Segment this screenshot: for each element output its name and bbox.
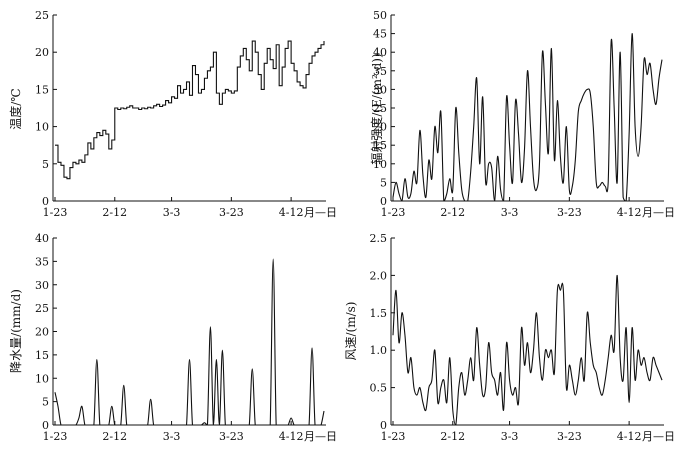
temperature-x-tick-label: 2-12: [102, 206, 127, 219]
precipitation-y-tick-label: 25: [35, 302, 49, 315]
radiation-y-tick-label: 25: [373, 102, 387, 115]
precipitation-x-unit: 月—日: [304, 430, 337, 443]
temperature-x-tick-label: 4-12: [279, 206, 304, 219]
wind-y-tick-label: 2.0: [370, 269, 388, 282]
panel-temperature: 温度/℃ 0 5 10 15 20 25 1-23 2-12 3-3 3-23 4-12 月—日: [8, 9, 337, 219]
radiation-y-tick-label: 35: [373, 65, 387, 78]
temperature-y-tick-label: 15: [35, 83, 49, 96]
precipitation-line: [54, 258, 325, 426]
wind-x-tick-label: 3-23: [557, 430, 582, 443]
radiation-y-tick-label: 5: [380, 176, 387, 189]
precipitation-y-title: 降水量/(mm/d): [9, 289, 23, 373]
radiation-x-tick-label: 2-12: [440, 206, 465, 219]
wind-x-tick-label: 3-3: [501, 430, 519, 443]
wind-y-tick-label: 0: [380, 419, 387, 432]
precipitation-x-tick-label: 1-23: [43, 430, 68, 443]
wind-y-tick-label: 1.0: [370, 344, 388, 357]
precipitation-x-tick-label: 2-12: [102, 430, 127, 443]
radiation-y-tick-label: 15: [373, 139, 387, 152]
precipitation-x-tick-label: 3-23: [219, 430, 244, 443]
radiation-y-tick-label: 30: [373, 83, 387, 96]
wind-y-title: 风速/(m/s): [344, 302, 358, 361]
wind-y-tick-label: 2.5: [370, 232, 388, 245]
precipitation-y-tick-label: 30: [35, 279, 49, 292]
temperature-y-title: 温度/℃: [8, 88, 23, 129]
temperature-y-tick-label: 5: [42, 158, 49, 171]
radiation-y-label: 辐射强度/(E/(m²·d)): [369, 53, 384, 164]
temperature-y-tick-label: 25: [35, 9, 49, 22]
wind-y-tick-label: 1.5: [370, 307, 388, 320]
panel-wind: 风速/(m/s) 0 0.5 1.0 1.5 2.0 2.5 1-23 2-12 3-3 3-2…: [344, 232, 675, 443]
wind-x-tick-label: 1-23: [381, 430, 406, 443]
wind-y-tick-label: 0.5: [370, 382, 388, 395]
temperature-x-tick-label: 3-3: [163, 206, 181, 219]
temperature-y-tick-label: 0: [42, 195, 49, 208]
wind-y-label: 风速/(m/s): [344, 302, 358, 361]
temperature-y-tick-label: 20: [35, 46, 49, 59]
temperature-y-ticks: 0 5 10 15 20 25: [35, 9, 57, 208]
wind-x-unit: 月—日: [642, 430, 675, 443]
precipitation-y-tick-label: 40: [35, 232, 49, 245]
precipitation-y-tick-label: 15: [35, 349, 49, 362]
radiation-x-tick-label: 3-3: [501, 206, 519, 219]
wind-line: [392, 274, 663, 426]
temperature-axes: [52, 15, 326, 202]
radiation-y-tick-label: 10: [373, 158, 387, 171]
radiation-y-tick-label: 20: [373, 121, 387, 134]
radiation-y-ticks: 0 5 10 15 20 25 30 35 40 45 50: [373, 9, 395, 208]
temperature-y-label: 温度/℃: [8, 88, 23, 129]
panel-radiation: 辐射强度/(E/(m²·d)) 0 5 10 15 20 25 30 35 40 45 50 1-2…: [369, 9, 675, 219]
radiation-x-unit: 月—日: [642, 206, 675, 219]
radiation-y-tick-label: 0: [380, 195, 387, 208]
radiation-y-tick-label: 50: [373, 9, 387, 22]
precipitation-axes: [52, 238, 326, 426]
radiation-y-title: 辐射强度/(E/(m²·d)): [369, 53, 384, 164]
temperature-x-ticks: 1-23 2-12 3-3 3-23 4-12: [43, 197, 304, 219]
precipitation-y-tick-label: 5: [42, 396, 49, 409]
radiation-x-tick-label: 4-12: [617, 206, 642, 219]
wind-x-tick-label: 2-12: [440, 430, 465, 443]
temperature-x-tick-label: 3-23: [219, 206, 244, 219]
precipitation-x-tick-label: 4-12: [279, 430, 304, 443]
precipitation-y-tick-label: 0: [42, 419, 49, 432]
temperature-y-tick-label: 10: [35, 121, 49, 134]
precipitation-y-tick-label: 20: [35, 326, 49, 339]
radiation-line: [392, 33, 663, 202]
wind-x-tick-label: 4-12: [617, 430, 642, 443]
radiation-y-tick-label: 45: [373, 28, 387, 41]
radiation-x-ticks: 1-23 2-12 3-3 3-23 4-12: [381, 197, 642, 219]
temperature-x-unit: 月—日: [304, 206, 337, 219]
precipitation-y-ticks: 0 5 10 15 20 25 30 35 40: [35, 232, 57, 432]
precipitation-y-tick-label: 10: [35, 372, 49, 385]
temperature-x-tick-label: 1-23: [43, 206, 68, 219]
wind-axes: [390, 238, 664, 426]
radiation-x-tick-label: 1-23: [381, 206, 406, 219]
precipitation-y-tick-label: 35: [35, 255, 49, 268]
wind-y-ticks: 0 0.5 1.0 1.5 2.0 2.5: [370, 232, 395, 432]
precipitation-x-ticks: 1-23 2-12 3-3 3-23 4-12: [43, 421, 304, 443]
panel-precipitation: 降水量/(mm/d) 0 5 10 15 20 25 30 35 40 1-23 2-12 3-3 3…: [9, 232, 337, 443]
radiation-y-tick-label: 40: [373, 46, 387, 59]
wind-x-ticks: 1-23 2-12 3-3 3-23 4-12: [381, 421, 642, 443]
precipitation-x-tick-label: 3-3: [163, 430, 181, 443]
precipitation-y-label: 降水量/(mm/d): [9, 289, 23, 373]
radiation-x-tick-label: 3-23: [557, 206, 582, 219]
temperature-line: [55, 40, 325, 180]
